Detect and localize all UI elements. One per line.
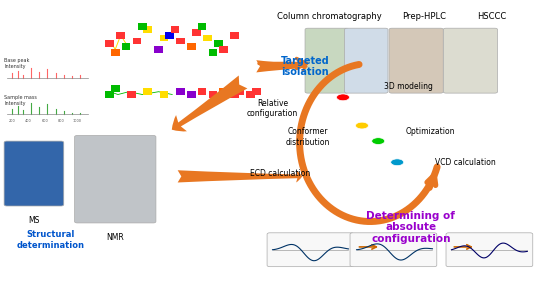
Bar xyxy=(143,88,152,95)
Text: Optimization: Optimization xyxy=(405,127,455,136)
Circle shape xyxy=(391,159,404,166)
FancyBboxPatch shape xyxy=(4,141,64,206)
Bar xyxy=(192,29,201,36)
Bar xyxy=(111,86,119,92)
Circle shape xyxy=(355,122,368,129)
Bar xyxy=(127,91,136,98)
FancyBboxPatch shape xyxy=(389,28,443,93)
Bar xyxy=(160,91,168,98)
Text: ECD calculation: ECD calculation xyxy=(250,169,311,178)
Text: Relative
configuration: Relative configuration xyxy=(247,99,298,118)
FancyBboxPatch shape xyxy=(305,28,348,93)
Text: 3D modeling: 3D modeling xyxy=(384,82,433,91)
FancyBboxPatch shape xyxy=(75,135,156,223)
Bar xyxy=(165,32,174,39)
Bar xyxy=(214,40,222,47)
Text: 800: 800 xyxy=(58,119,64,123)
FancyBboxPatch shape xyxy=(446,233,533,267)
Bar xyxy=(252,88,261,95)
Bar xyxy=(111,49,119,56)
Bar xyxy=(219,88,228,95)
Bar xyxy=(122,43,130,50)
Circle shape xyxy=(372,138,385,144)
Text: 1000: 1000 xyxy=(73,119,82,123)
Bar xyxy=(154,46,163,53)
Bar xyxy=(132,38,141,44)
Bar xyxy=(106,40,114,47)
Text: Column chromatography: Column chromatography xyxy=(276,12,382,21)
Bar xyxy=(235,88,244,95)
Text: HSCCC: HSCCC xyxy=(477,12,507,21)
Bar xyxy=(198,88,207,95)
FancyBboxPatch shape xyxy=(344,28,388,93)
Bar xyxy=(209,49,217,56)
Bar xyxy=(246,91,255,98)
Bar xyxy=(203,35,212,41)
Bar xyxy=(160,35,168,41)
Bar xyxy=(143,26,152,33)
Bar xyxy=(198,23,207,30)
Text: Sample mass
Intensity: Sample mass Intensity xyxy=(4,95,37,106)
FancyBboxPatch shape xyxy=(443,28,498,93)
Text: MS: MS xyxy=(28,216,40,225)
Bar xyxy=(106,91,114,98)
Bar xyxy=(209,91,217,98)
Text: 400: 400 xyxy=(25,119,32,123)
Text: Determining of
absolute
configuration: Determining of absolute configuration xyxy=(366,211,455,244)
Text: VCD calculation: VCD calculation xyxy=(435,158,496,167)
Bar xyxy=(219,46,228,53)
Text: Structural
determination: Structural determination xyxy=(16,230,84,250)
Bar xyxy=(187,43,196,50)
Bar xyxy=(171,26,179,33)
Text: 600: 600 xyxy=(41,119,48,123)
Bar xyxy=(116,32,125,39)
Text: 200: 200 xyxy=(9,119,16,123)
Bar xyxy=(187,91,196,98)
Bar xyxy=(230,32,239,39)
FancyBboxPatch shape xyxy=(267,233,354,267)
Bar xyxy=(230,91,239,98)
Text: Conformer
distribution: Conformer distribution xyxy=(286,127,330,146)
Text: Prep-HPLC: Prep-HPLC xyxy=(402,12,446,21)
Bar xyxy=(138,23,147,30)
Text: Targeted
isolation: Targeted isolation xyxy=(281,56,329,77)
Text: NMR: NMR xyxy=(106,233,124,242)
FancyBboxPatch shape xyxy=(350,233,437,267)
Text: Base peak
Intensity: Base peak Intensity xyxy=(4,58,29,69)
Bar xyxy=(176,88,185,95)
Circle shape xyxy=(336,94,349,101)
Bar xyxy=(176,38,185,44)
